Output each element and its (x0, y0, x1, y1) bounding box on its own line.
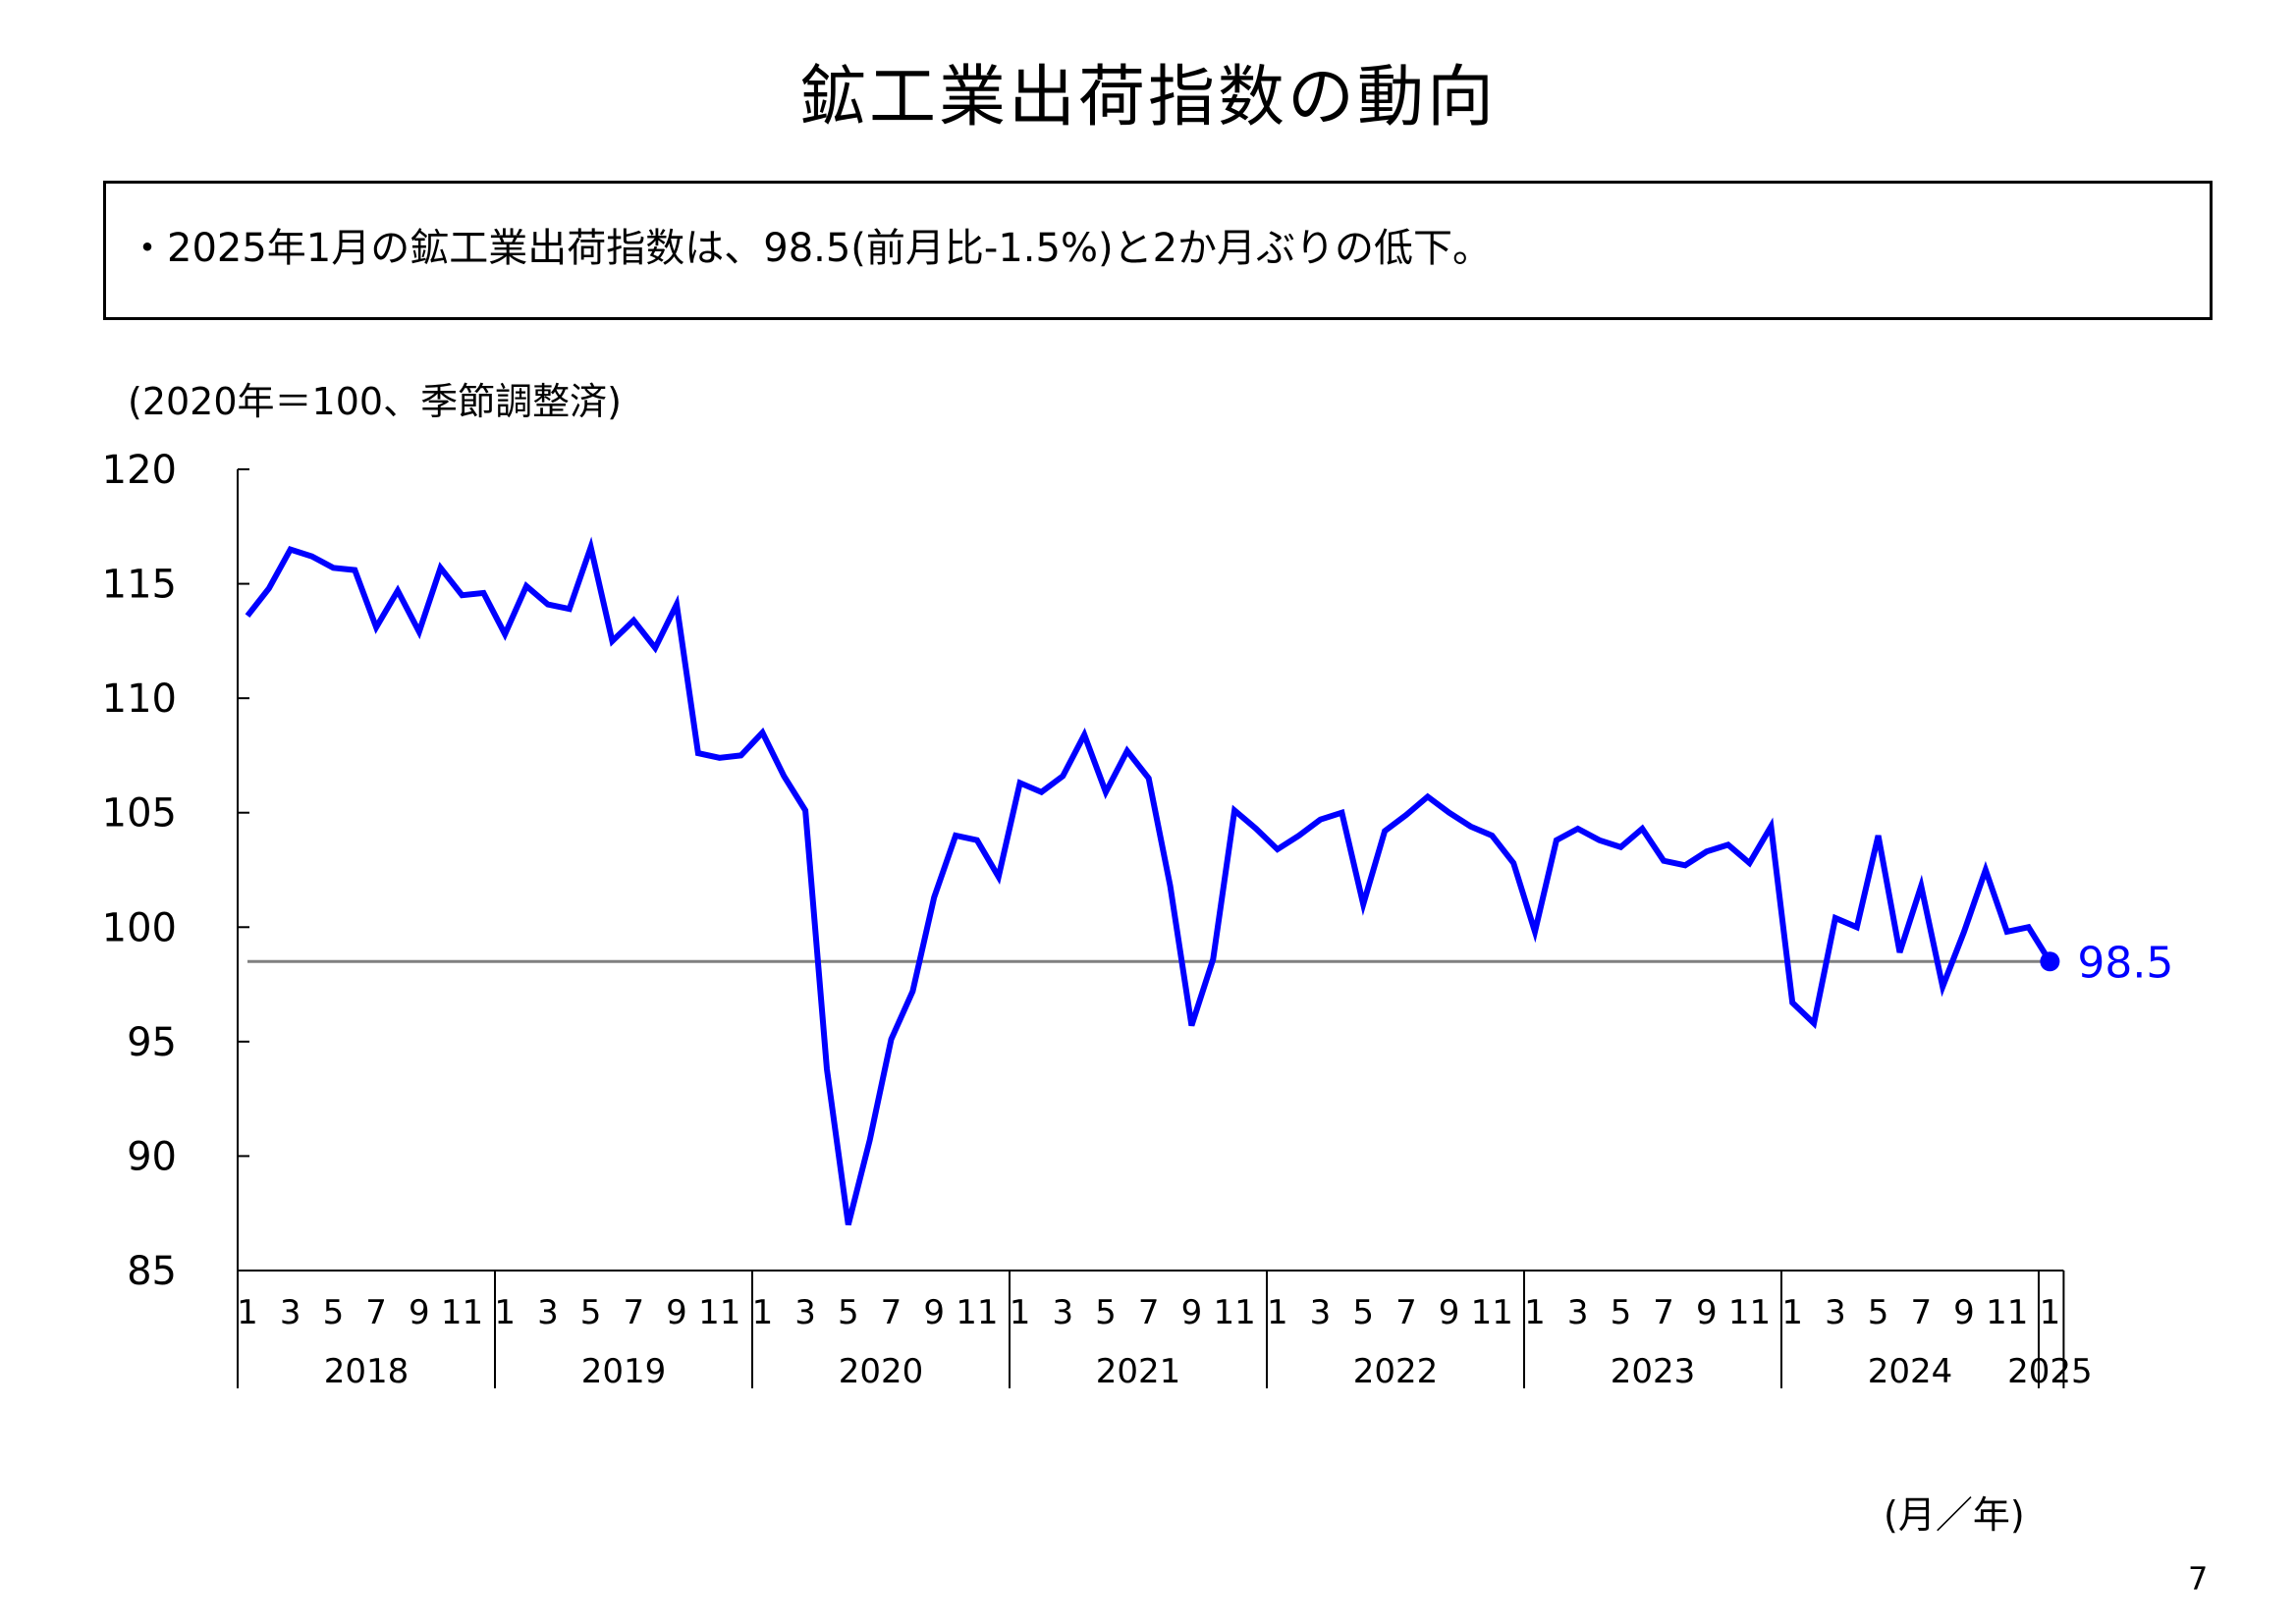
x-year-label: 2025 (2007, 1352, 2093, 1391)
x-month-label: 9 (409, 1293, 430, 1332)
x-month-label: 9 (1439, 1293, 1460, 1332)
x-month-label: 3 (537, 1293, 559, 1332)
x-month-label: 5 (838, 1293, 859, 1332)
y-tick-label: 110 (102, 677, 177, 722)
x-month-label: 5 (1611, 1293, 1632, 1332)
x-month-label: 11 (698, 1293, 740, 1332)
series-line (245, 536, 2052, 1226)
x-year-label: 2021 (1096, 1352, 1181, 1391)
y-tick-label: 120 (102, 448, 177, 493)
x-month-label: 1 (752, 1293, 774, 1332)
page-number: 7 (2188, 1560, 2209, 1597)
x-month-label: 7 (1653, 1293, 1674, 1332)
x-month-label: 1 (1010, 1293, 1031, 1332)
x-month-label: 7 (365, 1293, 387, 1332)
y-tick-label: 115 (102, 563, 177, 608)
x-month-label: 7 (1910, 1293, 1932, 1332)
x-year-label: 2022 (1353, 1352, 1439, 1391)
y-tick-label: 100 (102, 905, 177, 950)
x-month-label: 9 (666, 1293, 687, 1332)
x-month-label: 11 (1728, 1293, 1771, 1332)
summary-box: ・2025年1月の鉱工業出荷指数は、98.5(前月比-1.5%)と2か月ぶりの低… (103, 181, 2213, 320)
x-month-label: 1 (1781, 1293, 1803, 1332)
x-year-label: 2018 (324, 1352, 410, 1391)
x-month-label: 1 (2040, 1293, 2061, 1332)
latest-point (2040, 951, 2060, 972)
x-month-label: 3 (1052, 1293, 1073, 1332)
x-month-label: 11 (956, 1293, 998, 1332)
x-month-label: 9 (1181, 1293, 1203, 1332)
x-year-label: 2020 (839, 1352, 924, 1391)
y-tick-label: 95 (127, 1020, 177, 1065)
summary-text: ・2025年1月の鉱工業出荷指数は、98.5(前月比-1.5%)と2か月ぶりの低… (128, 226, 1493, 271)
x-month-label: 7 (1395, 1293, 1417, 1332)
x-year-label: 2024 (1868, 1352, 1953, 1391)
x-month-label: 5 (580, 1293, 602, 1332)
x-month-label: 3 (280, 1293, 301, 1332)
x-month-label: 1 (237, 1293, 258, 1332)
y-tick-label: 85 (127, 1249, 177, 1294)
y-unit-label: (2020年＝100、季節調整済) (128, 380, 622, 423)
x-month-label: 11 (1986, 1293, 2028, 1332)
x-month-label: 5 (323, 1293, 345, 1332)
x-month-label: 3 (1567, 1293, 1589, 1332)
x-month-label: 1 (494, 1293, 516, 1332)
y-tick-label: 105 (102, 791, 177, 837)
latest-value-label: 98.5 (2077, 938, 2173, 988)
x-month-label: 9 (1696, 1293, 1718, 1332)
x-unit-label: (月／年) (1884, 1493, 2025, 1537)
y-tick-label: 90 (127, 1134, 177, 1179)
x-month-label: 7 (1138, 1293, 1160, 1332)
page-title: 鉱工業出荷指数の動向 (798, 59, 1497, 136)
x-month-label: 7 (623, 1293, 644, 1332)
x-month-label: 9 (1953, 1293, 1975, 1332)
x-month-label: 3 (1825, 1293, 1846, 1332)
x-month-label: 9 (923, 1293, 945, 1332)
x-year-label: 2023 (1611, 1352, 1696, 1391)
x-month-label: 3 (1310, 1293, 1332, 1332)
x-month-label: 5 (1868, 1293, 1889, 1332)
x-month-label: 7 (881, 1293, 902, 1332)
x-month-label: 11 (1471, 1293, 1513, 1332)
x-month-label: 11 (1213, 1293, 1255, 1332)
x-year-label: 2019 (581, 1352, 667, 1391)
x-month-label: 5 (1352, 1293, 1374, 1332)
x-month-label: 5 (1095, 1293, 1117, 1332)
x-month-label: 11 (441, 1293, 483, 1332)
x-month-label: 1 (1267, 1293, 1288, 1332)
x-month-label: 3 (794, 1293, 816, 1332)
x-month-label: 1 (1524, 1293, 1546, 1332)
